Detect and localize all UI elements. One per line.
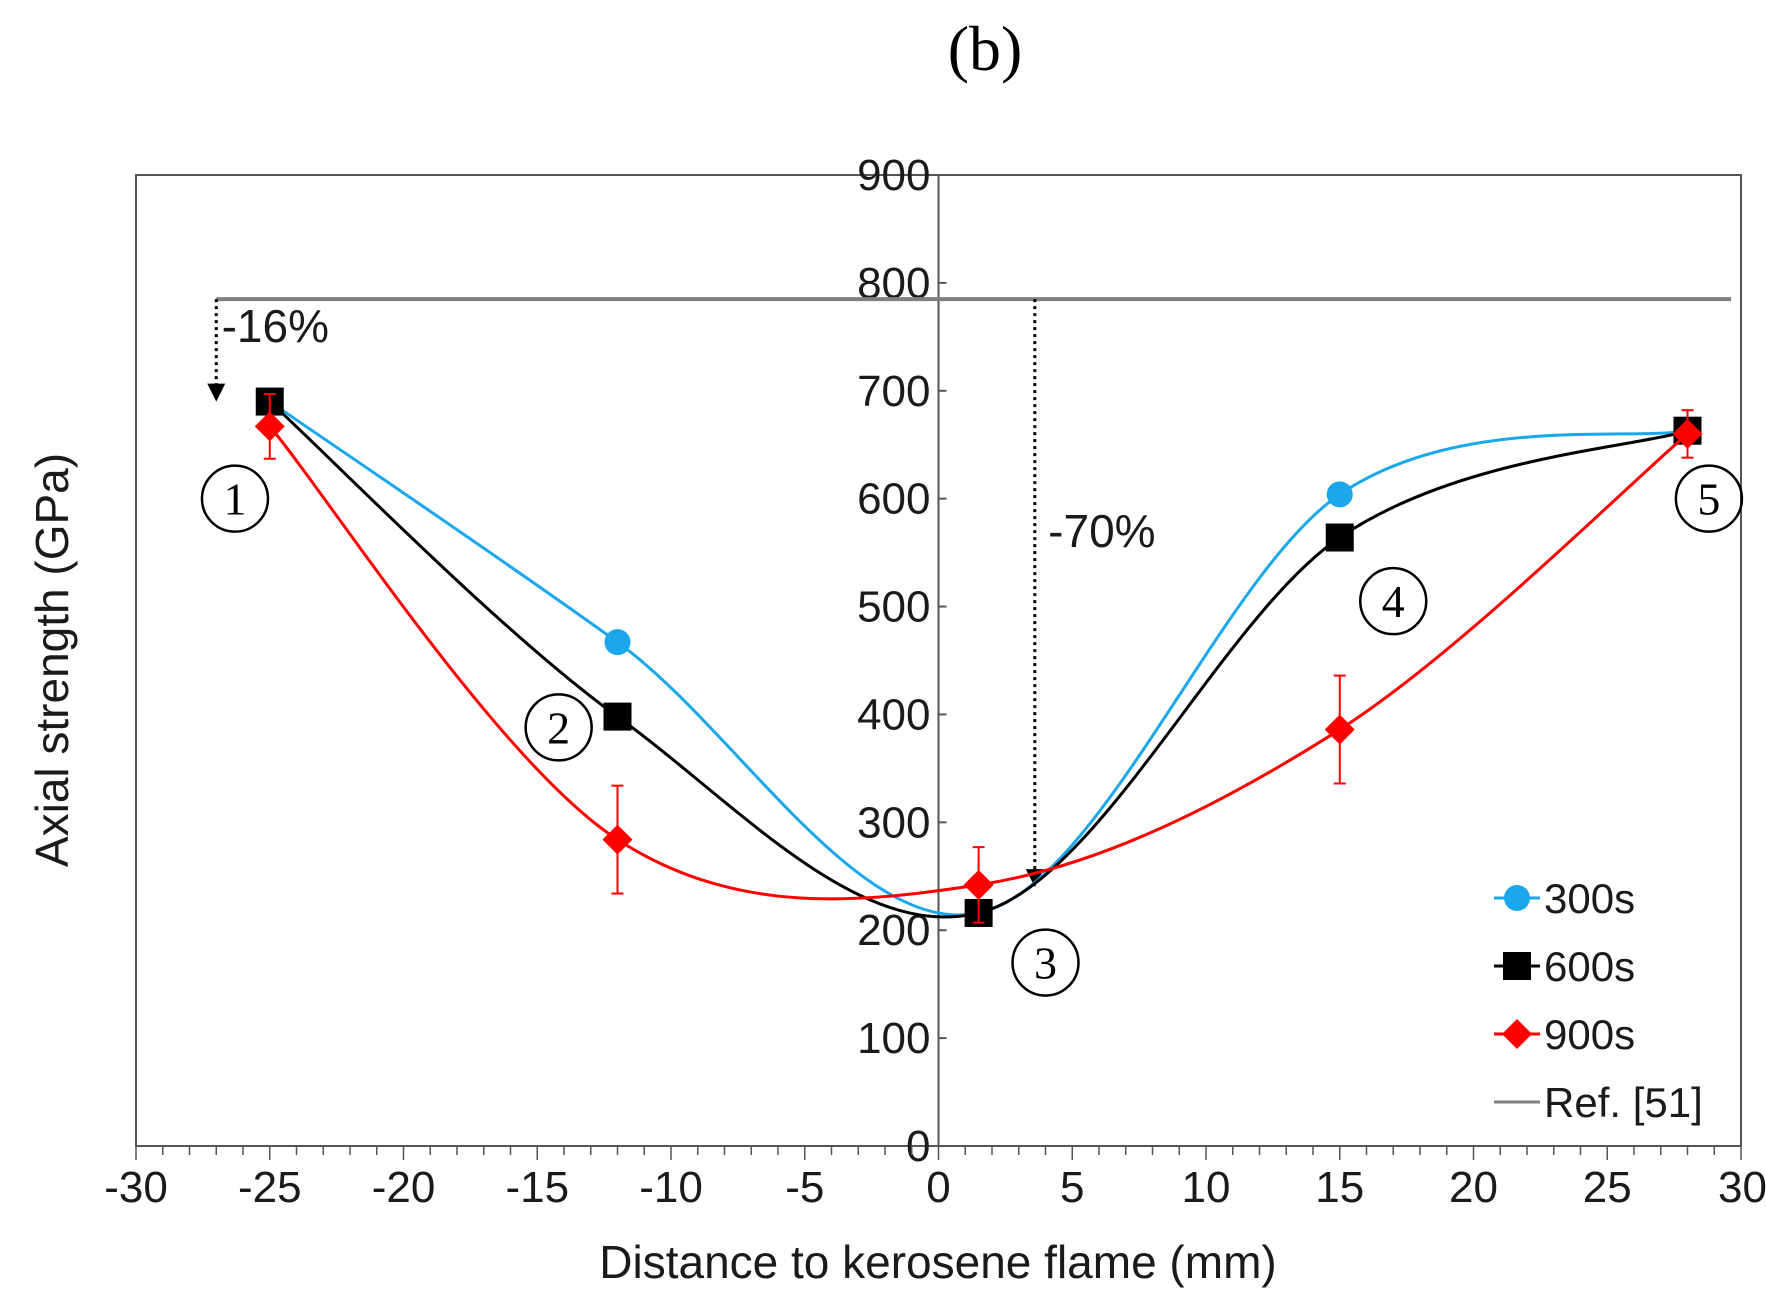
series-300s: [256, 388, 1701, 926]
series-line-300s: [268, 400, 1688, 917]
legend: 300s 600s 900s Ref. [51]: [1494, 875, 1703, 1126]
reduction-label: -70%: [1048, 505, 1155, 557]
data-point-600s: [603, 702, 632, 731]
x-tick-label: 15: [1315, 1163, 1364, 1212]
x-tick-label: 30: [1718, 1163, 1766, 1212]
x-axis-title: Distance to kerosene flame (mm): [599, 1236, 1276, 1288]
position-marker-label: 2: [547, 702, 570, 753]
legend-swatch-marker: [1504, 885, 1530, 911]
y-tick-label: 900: [857, 151, 930, 200]
x-tick-label: 5: [1060, 1163, 1084, 1212]
data-point-900s: [963, 869, 994, 900]
legend-swatch-marker: [1502, 1019, 1532, 1049]
reduction-arrow-head: [207, 383, 226, 402]
y-axis-title: Axial strength (GPa): [26, 453, 78, 867]
position-marker-label: 1: [223, 474, 246, 525]
position-marker: 5: [1674, 464, 1744, 533]
x-tick-label: 0: [926, 1163, 950, 1212]
position-marker-label: 4: [1382, 576, 1405, 627]
y-tick-label: 500: [857, 583, 930, 632]
position-marker: 2: [524, 693, 593, 762]
legend-label: Ref. [51]: [1544, 1079, 1703, 1126]
series-layer: 1 2 3 4 5: [200, 387, 1744, 997]
position-marker-label: 5: [1697, 474, 1720, 525]
position-marker-circle: [1674, 464, 1744, 533]
y-tick-label: 100: [857, 1014, 930, 1063]
x-tick-label: -15: [505, 1163, 569, 1212]
position-marker: 3: [1011, 928, 1080, 997]
data-point-300s: [1326, 481, 1353, 508]
legend-swatch-marker: [1503, 952, 1531, 980]
position-marker: 1: [200, 464, 270, 533]
position-marker-circle: [1011, 928, 1080, 997]
x-tick-label: 10: [1182, 1163, 1231, 1212]
series-900s: [254, 393, 1703, 924]
annotation-layer: -16% -70%: [207, 299, 1156, 888]
series-line-900s: [268, 425, 1689, 901]
x-tick-label: -30: [104, 1163, 168, 1212]
x-tick-label: -10: [639, 1163, 703, 1212]
x-tick-label: -20: [372, 1163, 436, 1212]
panel-label: (b): [948, 13, 1023, 84]
reduction-label: -16%: [222, 300, 329, 352]
data-point-900s: [602, 824, 633, 855]
legend-label: 600s: [1544, 943, 1635, 990]
data-point-900s: [254, 411, 285, 442]
y-tick-label: 600: [857, 475, 930, 524]
x-tick-label: -5: [785, 1163, 824, 1212]
legend-entry-Ref. [51]: Ref. [51]: [1494, 1079, 1703, 1126]
position-marker-label: 3: [1034, 938, 1057, 989]
x-tick-label: -25: [238, 1163, 302, 1212]
legend-entry-900s: 900s: [1494, 1011, 1635, 1058]
position-marker: 4: [1359, 566, 1428, 636]
x-tick-label: 25: [1583, 1163, 1632, 1212]
position-marker-circle: [1359, 566, 1428, 636]
series-600s: [255, 387, 1702, 927]
legend-label: 900s: [1544, 1011, 1635, 1058]
position-marker-circle: [200, 464, 270, 533]
data-point-600s: [1325, 523, 1354, 552]
data-point-900s: [1324, 714, 1355, 745]
x-tick-label: 20: [1449, 1163, 1498, 1212]
legend-entry-300s: 300s: [1494, 875, 1635, 922]
y-tick-label: 0: [906, 1122, 930, 1171]
series-line-600s: [268, 400, 1688, 919]
data-point-300s: [604, 629, 631, 656]
y-tick-label: 700: [857, 367, 930, 416]
position-marker-circle: [524, 693, 593, 762]
y-tick-label: 400: [857, 690, 930, 739]
legend-entry-600s: 600s: [1494, 943, 1635, 990]
data-point-900s: [1672, 418, 1703, 449]
y-tick-label: 300: [857, 798, 930, 847]
legend-label: 300s: [1544, 875, 1635, 922]
